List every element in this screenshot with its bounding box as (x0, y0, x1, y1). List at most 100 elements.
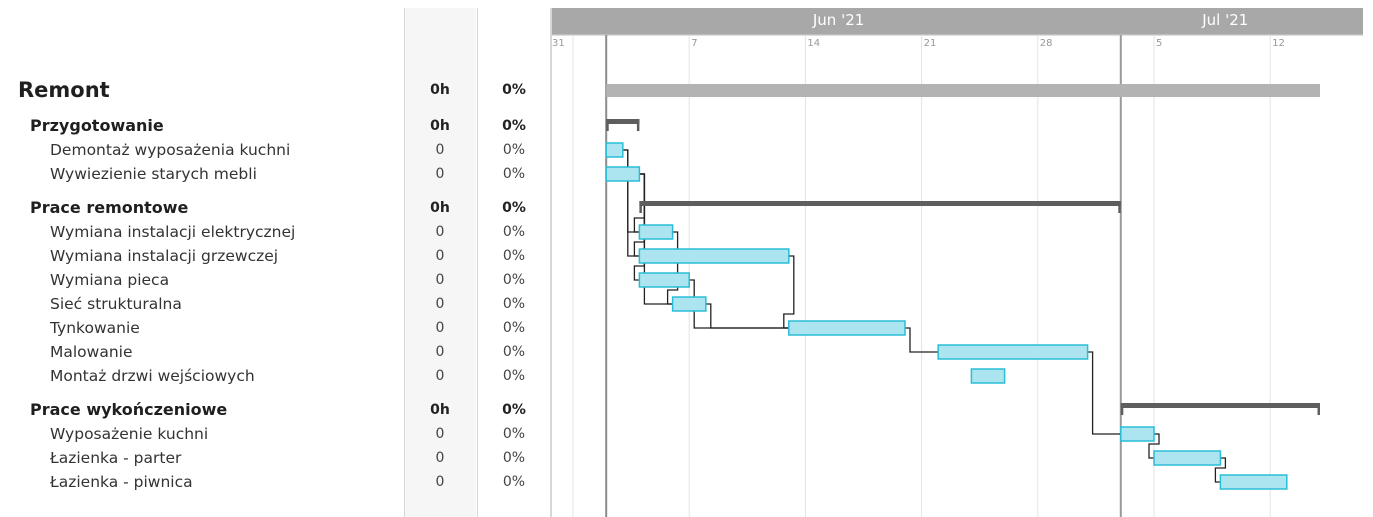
column-divider (404, 8, 405, 517)
table-row[interactable]: Przygotowanie 0h 0% (0, 114, 551, 138)
header-divider (551, 34, 1363, 36)
task-hours: 0h (430, 200, 450, 216)
task-name: Łazienka - parter (50, 449, 182, 467)
task-progress: 0% (502, 368, 526, 384)
dependency-link (1214, 457, 1227, 483)
task-name: Wymiana instalacji elektrycznej (50, 223, 296, 241)
month-header (551, 8, 1363, 34)
task-progress: 0% (502, 224, 526, 240)
task-name: Malowanie (50, 343, 133, 361)
table-row[interactable]: Prace wykończeniowe 0h 0% (0, 398, 551, 422)
day-tick-label: 31 (552, 38, 565, 49)
dependency-link (622, 149, 640, 233)
day-tick-label: 12 (1272, 38, 1285, 49)
task-name: Wywiezienie starych mebli (50, 165, 257, 183)
task-hours: 0 (435, 474, 445, 490)
task-hours: 0h (430, 82, 450, 98)
task-bar (1153, 450, 1222, 466)
dependency-link (666, 231, 679, 305)
table-row[interactable]: Wymiana instalacji grzewczej 0 0% (0, 244, 551, 268)
table-row[interactable]: Montaż drzwi wejściowych 0 0% (0, 364, 551, 388)
task-bar (937, 344, 1089, 360)
month-label: Jul '21 (1201, 11, 1248, 29)
task-hours: 0 (435, 450, 445, 466)
task-progress: 0% (502, 142, 526, 158)
task-progress: 0% (502, 248, 526, 264)
task-hours: 0 (435, 166, 445, 182)
task-progress: 0% (502, 402, 526, 418)
task-bar (638, 248, 790, 264)
task-hours: 0h (430, 118, 450, 134)
task-hours: 0h (430, 402, 450, 418)
table-row[interactable]: Tynkowanie 0 0% (0, 316, 551, 340)
day-tick-label: 7 (691, 38, 697, 49)
task-progress: 0% (502, 166, 526, 182)
task-progress: 0% (502, 426, 526, 442)
dependency-link (905, 327, 939, 353)
table-row[interactable]: Wyposażenie kuchni 0 0% (0, 422, 551, 446)
table-row[interactable]: Wywiezienie starych mebli 0 0% (0, 162, 551, 186)
table-row[interactable]: Prace remontowe 0h 0% (0, 196, 551, 220)
task-name: Prace remontowe (30, 198, 189, 217)
day-tick-label: 5 (1156, 38, 1162, 49)
task-bar (638, 224, 674, 240)
task-name: Demontaż wyposażenia kuchni (50, 141, 291, 159)
task-name: Wymiana pieca (50, 271, 170, 289)
task-progress: 0% (502, 296, 526, 312)
task-name: Remont (18, 78, 110, 102)
day-tick-label: 21 (924, 38, 937, 49)
table-row[interactable]: Sieć strukturalna 0 0% (0, 292, 551, 316)
summary-bar-end (636, 119, 640, 131)
task-progress: 0% (502, 474, 526, 490)
task-bar (970, 368, 1006, 384)
task-hours: 0 (435, 142, 445, 158)
table-row[interactable]: Łazienka - parter 0 0% (0, 446, 551, 470)
table-row[interactable]: Remont 0h 0% (0, 78, 551, 102)
task-bar (788, 320, 906, 336)
table-row[interactable]: Wymiana instalacji elektrycznej 0 0% (0, 220, 551, 244)
task-progress: 0% (502, 344, 526, 360)
task-progress: 0% (502, 450, 526, 466)
month-label: Jun '21 (812, 11, 864, 29)
project-bar (606, 84, 1320, 97)
summary-bar-end (1118, 201, 1121, 213)
task-hours: 0 (435, 320, 445, 336)
task-bar (671, 296, 707, 312)
table-row[interactable]: Wymiana pieca 0 0% (0, 268, 551, 292)
task-hours: 0 (435, 296, 445, 312)
task-name: Przygotowanie (30, 116, 164, 135)
task-hours: 0 (435, 248, 445, 264)
dependency-link (622, 149, 640, 257)
task-progress: 0% (502, 200, 526, 216)
timeline: 31 7 14 21 28 5 12 Jun '21 Jul '21 (551, 8, 1363, 517)
table-row[interactable]: Łazienka - piwnica 0 0% (0, 470, 551, 494)
task-bar (605, 142, 624, 158)
task-hours: 0 (435, 344, 445, 360)
task-hours: 0 (435, 224, 445, 240)
column-divider (550, 8, 551, 517)
table-row[interactable]: Malowanie 0 0% (0, 340, 551, 364)
table-row[interactable]: Demontaż wyposażenia kuchni 0 0% (0, 138, 551, 162)
task-hours: 0 (435, 272, 445, 288)
task-bar (605, 166, 641, 182)
task-bar (1219, 474, 1288, 490)
task-progress: 0% (502, 82, 526, 98)
summary-bar-end (1317, 403, 1320, 415)
dependency-link (1087, 351, 1121, 435)
day-tick-label: 14 (807, 38, 820, 49)
task-name: Wyposażenie kuchni (50, 425, 209, 443)
summary-bar-start (1120, 403, 1124, 415)
dependency-link (705, 303, 789, 329)
day-tick-label: 28 (1040, 38, 1053, 49)
task-bar (638, 272, 690, 288)
summary-bar-start (606, 119, 609, 131)
dependency-link (783, 255, 795, 329)
summary-bar (1120, 403, 1320, 408)
summary-bar (606, 119, 640, 124)
task-name: Tynkowanie (50, 319, 140, 337)
task-progress: 0% (502, 320, 526, 336)
hours-column-bg (404, 8, 476, 517)
chart-left-border (551, 8, 552, 517)
task-bar (1120, 426, 1155, 442)
